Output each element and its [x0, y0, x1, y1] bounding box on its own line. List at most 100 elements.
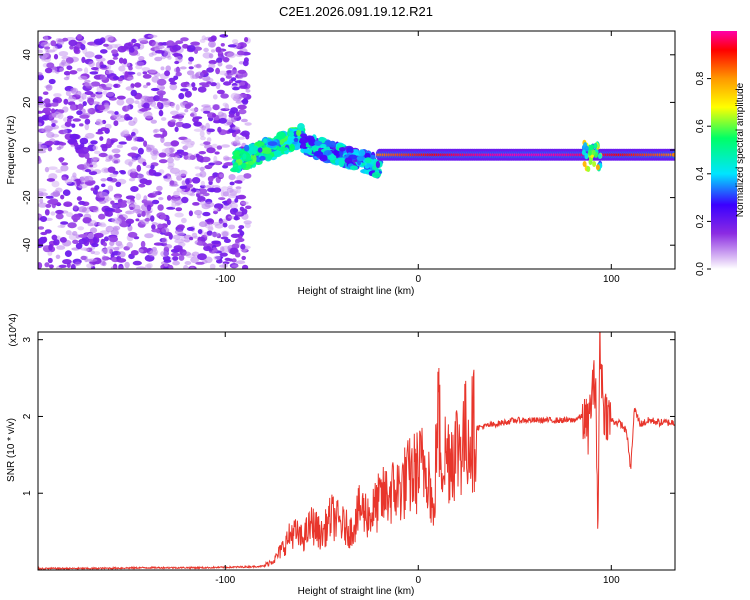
heatmap-noise-cell	[94, 54, 103, 59]
heatmap-noise-cell	[84, 91, 94, 95]
heatmap-noise-cell	[64, 121, 72, 127]
heatmap-noise-cell	[62, 259, 72, 265]
heatmap-noise-cell	[210, 49, 216, 53]
heatmap-noise-cell	[159, 92, 164, 100]
heatmap-noise-cell	[206, 81, 212, 85]
heatmap-noise-cell	[91, 180, 96, 185]
heatmap-noise-cell	[120, 130, 130, 137]
spectrogram-y-tick-label: 0	[22, 147, 33, 153]
heatmap-noise-cell	[228, 113, 235, 118]
heatmap-noise-cell	[203, 185, 212, 189]
heatmap-noise-cell	[61, 162, 69, 166]
heatmap-noise-cell	[105, 83, 113, 88]
heatmap-trace-cell	[364, 157, 372, 164]
heatmap-noise-cell	[89, 71, 99, 75]
heatmap-noise-cell	[238, 136, 245, 140]
heatmap-noise-cell	[93, 232, 104, 239]
heatmap-noise-cell	[238, 61, 245, 65]
heatmap-noise-cell	[160, 250, 169, 257]
heatmap-noise-cell	[138, 38, 148, 42]
heatmap-noise-cell	[120, 170, 126, 175]
heatmap-noise-cell	[136, 164, 142, 172]
heatmap-noise-cell	[42, 91, 49, 95]
heatmap-noise-cell	[81, 92, 87, 100]
heatmap-noise-cell	[150, 87, 160, 92]
heatmap-noise-cell	[206, 147, 216, 154]
heatmap-noise-cell	[118, 214, 124, 220]
heatmap-noise-cell	[112, 75, 120, 80]
heatmap-noise-cell	[179, 66, 187, 70]
heatmap-noise-cell	[236, 260, 246, 265]
heatmap-trace-cell	[257, 147, 263, 153]
heatmap-noise-cell	[220, 93, 229, 99]
heatmap-disturbance-cell	[590, 144, 594, 151]
heatmap-noise-cell	[222, 231, 229, 237]
heatmap-noise-cell	[109, 235, 118, 243]
heatmap-noise-cell	[245, 89, 251, 93]
heatmap-noise-cell	[234, 252, 241, 258]
heatmap-noise-cell	[84, 169, 92, 173]
heatmap-noise-cell	[162, 99, 171, 106]
heatmap-noise-cell	[76, 67, 83, 72]
heatmap-noise-cell	[126, 76, 135, 81]
heatmap-noise-cell	[107, 185, 114, 192]
heatmap-noise-cell	[113, 120, 119, 127]
heatmap-noise-cell	[109, 44, 119, 49]
heatmap-noise-cell	[50, 40, 57, 47]
heatmap-noise-cell	[59, 142, 67, 146]
heatmap-noise-cell	[101, 255, 107, 262]
heatmap-noise-cell	[77, 75, 88, 81]
heatmap-noise-cell	[38, 72, 43, 77]
heatmap-noise-cell	[242, 98, 249, 105]
heatmap-noise-cell	[57, 112, 64, 120]
heatmap-noise-cell	[117, 266, 125, 269]
heatmap-noise-cell	[97, 222, 103, 226]
heatmap-noise-cell	[110, 200, 115, 205]
heatmap-trace-cell	[247, 150, 258, 155]
heatmap-noise-cell	[69, 45, 74, 50]
heatmap-noise-cell	[155, 45, 165, 50]
heatmap-trace-cell	[296, 129, 302, 137]
heatmap-noise-cell	[211, 232, 220, 238]
heatmap-noise-cell	[215, 46, 222, 53]
heatmap-noise-cell	[79, 114, 90, 119]
heatmap-noise-cell	[106, 177, 113, 182]
heatmap-noise-cell	[142, 84, 148, 89]
heatmap-noise-cell	[38, 156, 42, 164]
heatmap-disturbance-cell	[586, 166, 591, 172]
heatmap-noise-cell	[213, 255, 221, 261]
heatmap-noise-cell	[56, 146, 62, 151]
heatmap-noise-cell	[146, 82, 151, 86]
heatmap-noise-cell	[211, 249, 218, 253]
heatmap-noise-cell	[104, 207, 114, 212]
heatmap-trace-cell	[273, 150, 283, 157]
heatmap-noise-cell	[103, 43, 109, 47]
heatmap-disturbance-cell	[595, 164, 600, 171]
heatmap-trace-cell	[320, 143, 327, 149]
heatmap-trace-cell	[371, 172, 381, 179]
heatmap-noise-cell	[47, 257, 53, 264]
heatmap-noise-cell	[107, 110, 115, 114]
snr-x-tick-label: 0	[415, 575, 421, 586]
heatmap-noise-cell	[189, 108, 199, 112]
heatmap-noise-cell	[144, 180, 152, 186]
heatmap-noise-cell	[116, 99, 125, 106]
heatmap-trace-cell	[352, 149, 359, 154]
heatmap-noise-cell	[79, 123, 84, 127]
heatmap-noise-cell	[231, 258, 237, 263]
heatmap-noise-cell	[174, 155, 181, 161]
heatmap-noise-cell	[125, 136, 133, 141]
heatmap-noise-cell	[86, 157, 92, 165]
spectrogram-y-tick-label: 20	[22, 96, 33, 108]
heatmap-noise-cell	[91, 242, 99, 248]
spectrogram-y-tick-label: -40	[22, 238, 33, 253]
heatmap-trace-cell	[344, 157, 353, 164]
heatmap-noise-cell	[77, 183, 88, 189]
heatmap-noise-cell	[113, 113, 122, 120]
heatmap-trace-cell	[259, 155, 266, 161]
heatmap-noise-cell	[181, 180, 186, 186]
heatmap-noise-cell	[142, 74, 152, 79]
heatmap-noise-cell	[127, 152, 137, 157]
heatmap-noise-cell	[230, 92, 240, 100]
spectrogram-x-tick-label: 100	[603, 274, 620, 285]
